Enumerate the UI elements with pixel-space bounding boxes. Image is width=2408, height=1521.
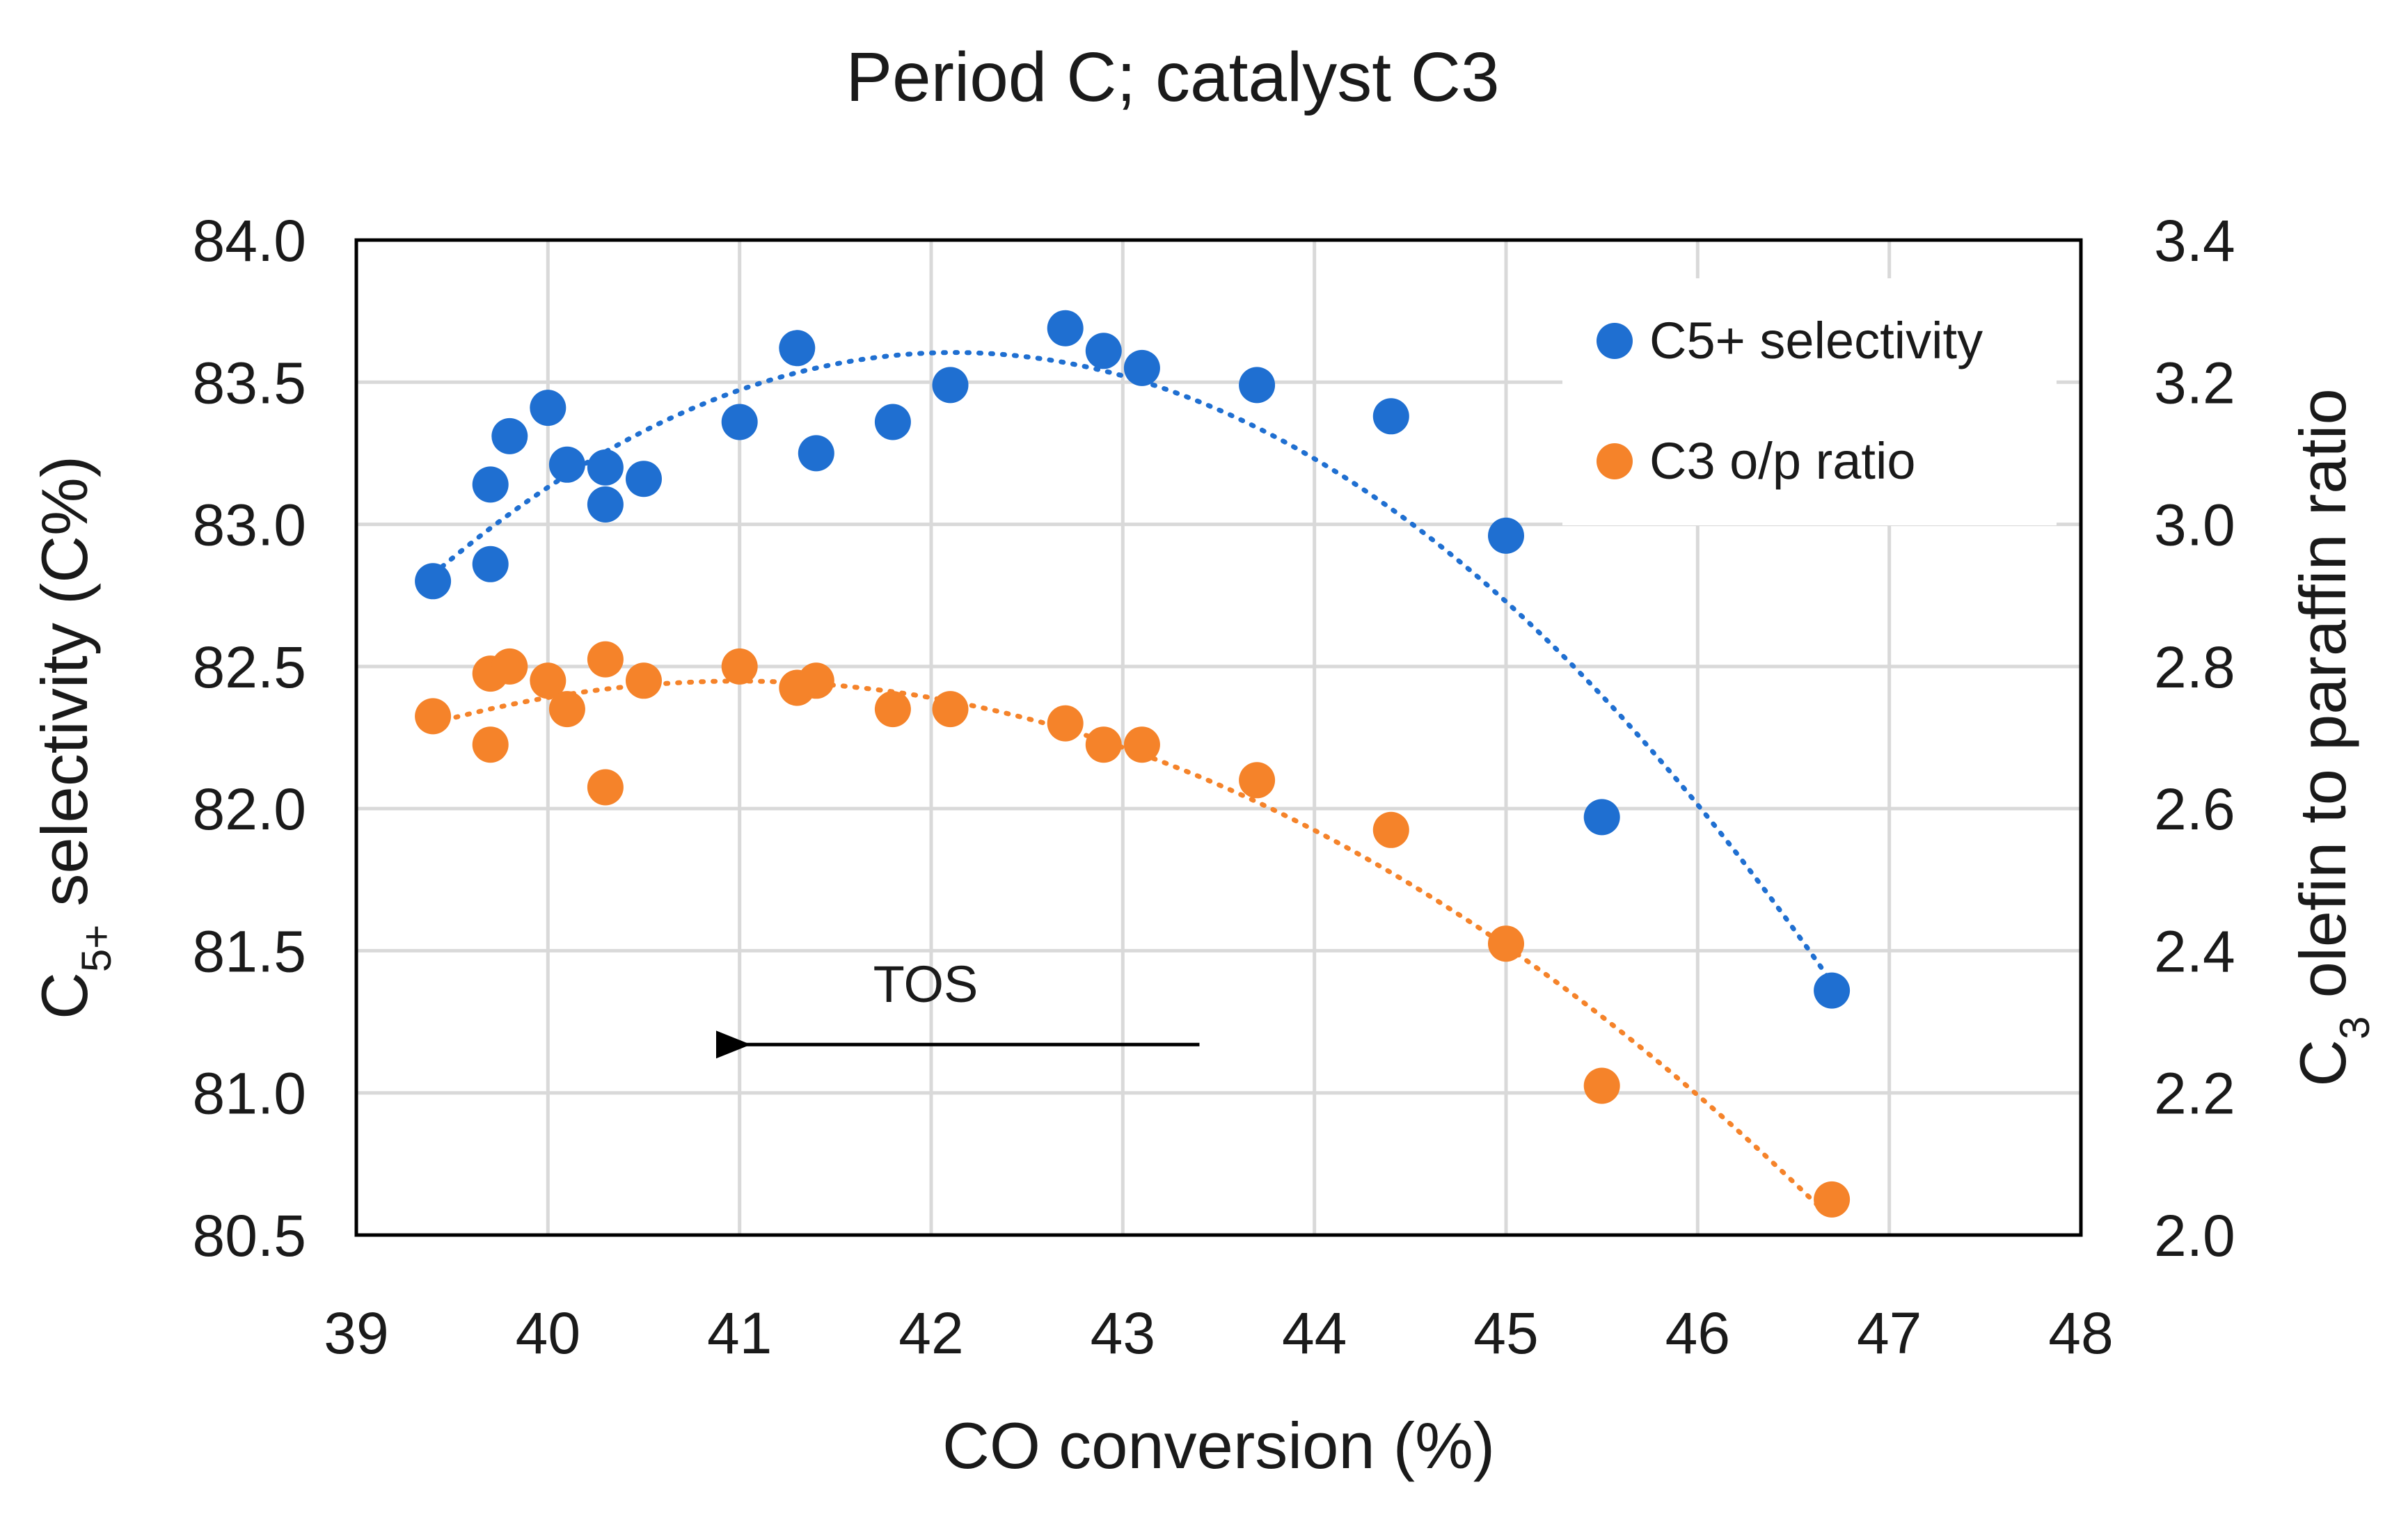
data-point-series-0-11 xyxy=(798,435,834,472)
x-tick-label: 46 xyxy=(1665,1300,1730,1366)
data-point-series-0-10 xyxy=(779,330,816,367)
data-point-series-1-15 xyxy=(1085,726,1122,763)
x-tick-label: 41 xyxy=(707,1300,772,1366)
data-point-series-0-1 xyxy=(472,466,509,503)
data-point-series-1-14 xyxy=(1047,705,1084,742)
legend: C5+ selectivity C3 o/p ratio xyxy=(1562,278,2057,525)
data-point-series-0-21 xyxy=(1814,972,1851,1009)
plot-area-border xyxy=(354,238,2083,1237)
y-tick-label: 81.5 xyxy=(193,918,307,984)
data-point-series-1-18 xyxy=(1372,811,1409,848)
y-axis-title-rest: selectivity (C%) xyxy=(28,456,101,925)
data-point-series-0-6 xyxy=(587,449,624,486)
data-point-series-0-0 xyxy=(415,563,452,600)
data-point-series-1-11 xyxy=(798,662,834,699)
x-axis-ticks: 39 40 41 42 43 44 45 46 47 48 xyxy=(324,1300,2113,1366)
x-tick-label: 43 xyxy=(1091,1300,1155,1366)
data-point-series-0-16 xyxy=(1123,349,1160,386)
data-point-series-1-13 xyxy=(932,691,969,728)
data-point-series-1-2 xyxy=(472,726,509,763)
data-point-series-1-9 xyxy=(721,648,758,685)
y2-tick-label: 2.8 xyxy=(2154,635,2235,700)
data-point-series-0-13 xyxy=(932,367,969,404)
legend-marker-c5-selectivity xyxy=(1597,323,1633,359)
x-tick-label: 40 xyxy=(516,1300,580,1366)
y2-tick-label: 2.0 xyxy=(2154,1203,2235,1268)
data-point-series-0-12 xyxy=(874,404,911,440)
data-point-series-1-7 xyxy=(587,769,624,806)
y-axis-title: C5+ selectivity (C%) xyxy=(28,456,120,1019)
x-tick-label: 45 xyxy=(1473,1300,1538,1366)
y-tick-label: 82.5 xyxy=(193,635,307,700)
data-point-series-0-19 xyxy=(1488,517,1524,554)
legend-label-c5-selectivity: C5+ selectivity xyxy=(1649,312,1983,369)
y-tick-label: 84.0 xyxy=(193,208,307,273)
y-tick-label: 83.0 xyxy=(193,493,307,558)
data-point-series-0-8 xyxy=(626,461,662,497)
legend-marker-c3-op-ratio xyxy=(1597,443,1633,479)
x-tick-label: 42 xyxy=(898,1300,963,1366)
data-point-series-0-5 xyxy=(548,446,585,483)
data-point-series-1-19 xyxy=(1488,925,1524,962)
x-tick-label: 39 xyxy=(324,1300,388,1366)
y2-tick-label: 3.2 xyxy=(2154,350,2235,415)
data-point-series-1-17 xyxy=(1239,762,1276,799)
y2-tick-label: 2.6 xyxy=(2154,777,2235,842)
x-tick-label: 47 xyxy=(1857,1300,1922,1366)
data-point-series-0-20 xyxy=(1583,799,1620,836)
data-point-series-0-15 xyxy=(1085,333,1122,369)
data-point-series-0-4 xyxy=(530,390,567,427)
data-point-series-1-12 xyxy=(874,691,911,728)
y-tick-label: 83.5 xyxy=(193,350,307,415)
y2-tick-label: 3.0 xyxy=(2154,493,2235,558)
data-point-series-0-17 xyxy=(1239,367,1276,404)
legend-label-c3-op-ratio: C3 o/p ratio xyxy=(1649,432,1916,490)
data-point-series-1-8 xyxy=(626,662,662,699)
tos-annotation-label: TOS xyxy=(873,955,979,1013)
chart-title: Period C; catalyst C3 xyxy=(846,38,1499,116)
data-point-series-1-4 xyxy=(530,662,567,699)
x-tick-label: 44 xyxy=(1282,1300,1347,1366)
data-point-series-0-3 xyxy=(491,417,528,454)
data-point-series-1-16 xyxy=(1123,726,1160,763)
x-tick-label: 48 xyxy=(2048,1300,2113,1366)
y2-axis-title: C3 olefin to paraffin ratio xyxy=(2286,388,2378,1087)
y-tick-label: 82.0 xyxy=(193,777,307,842)
data-points xyxy=(415,310,1851,1218)
data-point-series-1-6 xyxy=(587,641,624,678)
y2-tick-label: 2.2 xyxy=(2154,1061,2235,1126)
y2-axis-ticks: 2.0 2.2 2.4 2.6 2.8 3.0 3.2 3.4 xyxy=(2154,208,2235,1268)
y-tick-label: 80.5 xyxy=(193,1203,307,1268)
data-point-series-1-20 xyxy=(1583,1067,1620,1104)
data-point-series-1-5 xyxy=(548,691,585,728)
data-point-series-1-21 xyxy=(1814,1181,1851,1218)
y2-tick-label: 2.4 xyxy=(2154,918,2235,984)
data-point-series-0-18 xyxy=(1372,398,1409,435)
data-point-series-1-3 xyxy=(491,648,528,685)
data-point-series-0-9 xyxy=(721,404,758,440)
y2-axis-title-base: C xyxy=(2286,1040,2359,1087)
data-point-series-0-2 xyxy=(472,546,509,582)
y2-axis-title-sub: 3 xyxy=(2331,1017,2378,1040)
legend-box xyxy=(1562,278,2057,525)
y-tick-label: 81.0 xyxy=(193,1061,307,1126)
y-axis-title-base: C xyxy=(28,972,101,1019)
y-axis-title-sub: 5+ xyxy=(73,925,120,972)
data-point-series-1-0 xyxy=(415,698,452,735)
y-axis-ticks: 80.5 81.0 81.5 82.0 82.5 83.0 83.5 84.0 xyxy=(193,208,307,1268)
data-point-series-0-7 xyxy=(587,486,624,523)
y2-tick-label: 3.4 xyxy=(2154,208,2235,273)
data-point-series-0-14 xyxy=(1047,310,1084,347)
x-axis-title: CO conversion (%) xyxy=(942,1409,1495,1482)
y2-axis-title-rest: olefin to paraffin ratio xyxy=(2286,388,2359,1016)
